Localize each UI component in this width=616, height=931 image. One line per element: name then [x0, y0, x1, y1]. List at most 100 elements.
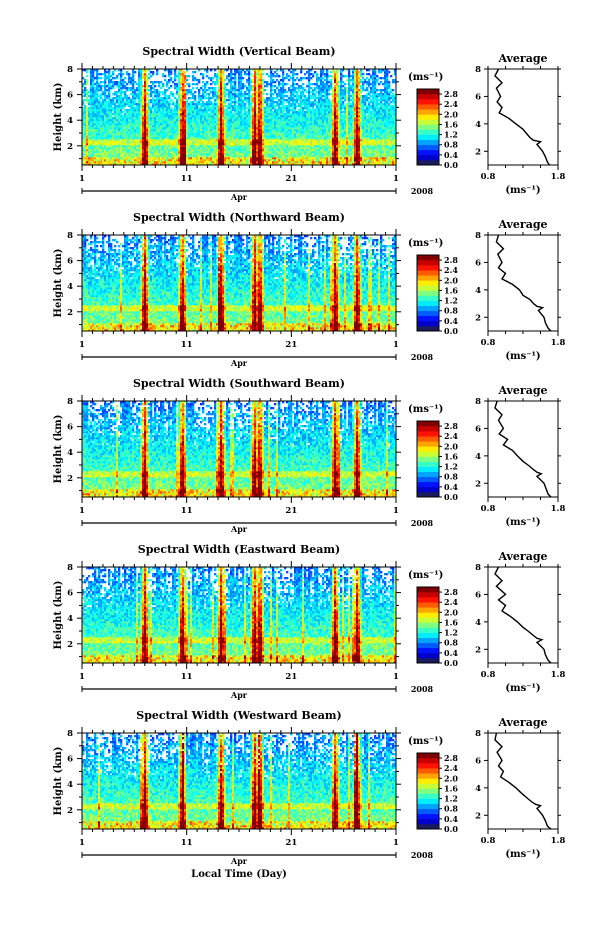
heatmap-cell: [142, 113, 144, 115]
heatmap-cell: [300, 119, 302, 121]
heatmap-cell: [184, 111, 186, 113]
heatmap-cell: [168, 151, 170, 153]
heatmap-cell: [316, 81, 318, 83]
heatmap-cell: [124, 101, 126, 103]
heatmap-cell: [142, 117, 144, 119]
heatmap-cell: [218, 85, 220, 87]
heatmap-cell: [180, 137, 182, 139]
heatmap-cell: [104, 97, 106, 99]
heatmap-cell: [228, 115, 230, 117]
heatmap-cell: [222, 105, 224, 107]
heatmap-cell: [112, 153, 114, 155]
heatmap-cell: [94, 129, 96, 131]
heatmap-cell: [294, 121, 296, 123]
heatmap-cell: [90, 145, 92, 147]
heatmap-cell: [234, 103, 236, 105]
heatmap-cell: [196, 111, 198, 113]
heatmap-cell: [180, 131, 182, 133]
heatmap-cell: [176, 149, 178, 151]
heatmap-cell: [148, 119, 150, 121]
heatmap-cell: [230, 81, 232, 83]
heatmap-cell: [146, 85, 148, 87]
heatmap-cell: [206, 127, 208, 129]
heatmap-cell: [220, 105, 222, 107]
heatmap-cell: [300, 161, 302, 163]
heatmap-cell: [128, 127, 130, 129]
heatmap-cell: [140, 89, 142, 91]
heatmap-cell: [156, 105, 158, 107]
heatmap-cell: [158, 113, 160, 115]
heatmap-cell: [90, 151, 92, 153]
heatmap-cell: [86, 159, 88, 161]
heatmap-cell: [180, 161, 182, 163]
heatmap-cell: [182, 133, 184, 135]
heatmap-cell: [144, 83, 146, 85]
heatmap-cell: [160, 133, 162, 135]
heatmap-cell: [280, 161, 282, 163]
heatmap-cell: [232, 81, 234, 83]
heatmap-cell: [188, 143, 190, 145]
heatmap-cell: [222, 101, 224, 103]
heatmap-cell: [216, 151, 218, 153]
heatmap-cell: [230, 95, 232, 97]
heatmap-cell: [226, 161, 228, 163]
heatmap-cell: [272, 143, 274, 145]
heatmap-cell: [140, 147, 142, 149]
heatmap-cell: [166, 83, 168, 85]
heatmap-cell: [190, 145, 192, 147]
heatmap-cell: [306, 91, 308, 93]
heatmap-cell: [316, 145, 318, 147]
heatmap-cell: [176, 141, 178, 143]
heatmap-cell: [120, 103, 122, 105]
heatmap-cell: [240, 149, 242, 151]
heatmap-cell: [254, 97, 256, 99]
heatmap-cell: [274, 137, 276, 139]
heatmap-cell: [172, 109, 174, 111]
heatmap-cell: [164, 155, 166, 157]
heatmap-cell: [296, 115, 298, 117]
heatmap-cell: [226, 119, 228, 121]
heatmap-cell: [172, 127, 174, 129]
heatmap-cell: [178, 123, 180, 125]
heatmap-cell: [294, 135, 296, 137]
heatmap-cell: [204, 127, 206, 129]
heatmap-cell: [106, 105, 108, 107]
heatmap-cell: [114, 127, 116, 129]
heatmap-cell: [150, 119, 152, 121]
heatmap-cell: [166, 113, 168, 115]
heatmap-cell: [88, 123, 90, 125]
heatmap-cell: [212, 137, 214, 139]
heatmap-cell: [160, 117, 162, 119]
heatmap-cell: [286, 129, 288, 131]
heatmap-cell: [216, 77, 218, 79]
heatmap-cell: [250, 139, 252, 141]
heatmap-cell: [224, 117, 226, 119]
heatmap-cell: [178, 121, 180, 123]
heatmap-cell: [92, 83, 94, 85]
heatmap-cell: [242, 77, 244, 79]
heatmap-cell: [292, 87, 294, 89]
heatmap-cell: [280, 91, 282, 93]
heatmap-cell: [120, 143, 122, 145]
heatmap-cell: [290, 89, 292, 91]
heatmap-cell: [290, 141, 292, 143]
heatmap-cell: [132, 107, 134, 109]
heatmap-cell: [234, 109, 236, 111]
heatmap-cell: [220, 91, 222, 93]
heatmap-cell: [292, 145, 294, 147]
heatmap-cell: [296, 131, 298, 133]
heatmap-cell: [290, 97, 292, 99]
heatmap-cell: [262, 147, 264, 149]
heatmap-cell: [100, 87, 102, 89]
heatmap-cell: [118, 161, 120, 163]
heatmap-cell: [150, 109, 152, 111]
heatmap-cell: [310, 111, 312, 113]
heatmap-cell: [230, 125, 232, 127]
heatmap-cell: [314, 97, 316, 99]
heatmap-cell: [150, 125, 152, 127]
heatmap-cell: [264, 151, 266, 153]
heatmap-cell: [234, 157, 236, 159]
heatmap-cell: [186, 155, 188, 157]
heatmap-cell: [254, 125, 256, 127]
heatmap-cell: [312, 161, 314, 163]
